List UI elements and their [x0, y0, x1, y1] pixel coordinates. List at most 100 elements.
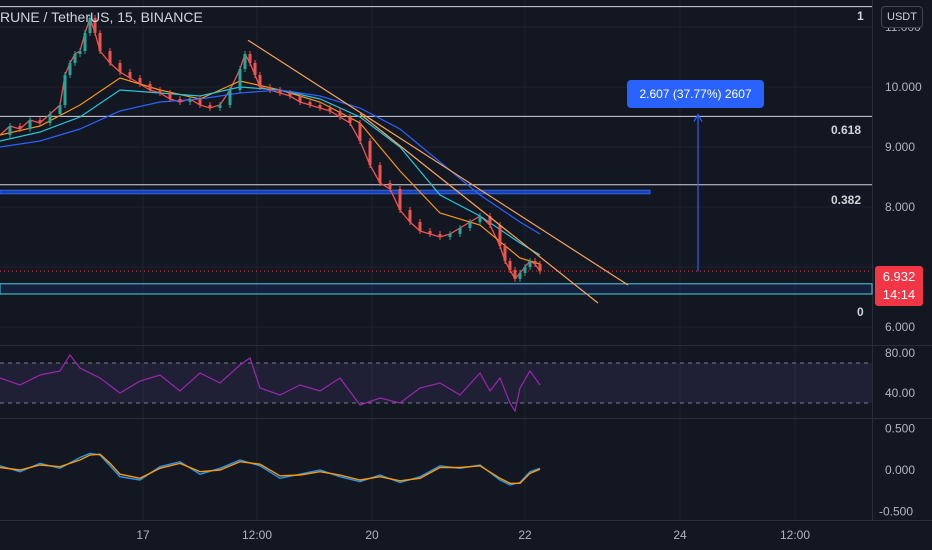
- candle-body-17: [128, 72, 132, 78]
- fib-level-0382-label: 0.382: [831, 193, 862, 207]
- measure-label[interactable]: 2.607 (37.77%) 2607: [627, 80, 764, 108]
- fib-level-0618-label: 0.618: [831, 123, 862, 137]
- candle-body-14: [98, 33, 102, 51]
- candle-body-25: [208, 105, 212, 108]
- candle-body-53: [468, 222, 472, 228]
- candle-body-10: [78, 51, 82, 54]
- candle-body-64: [538, 264, 542, 272]
- symbol-title[interactable]: RUNE / TetherUS, 15, BINANCE: [0, 9, 203, 25]
- candle-body-42: [358, 123, 362, 141]
- candle-body-19: [148, 84, 152, 90]
- fib-level-0-label: 0: [857, 305, 864, 319]
- resistance-zone[interactable]: [0, 189, 651, 195]
- measure-arrowhead: [693, 113, 703, 122]
- annotations[interactable]: [247, 39, 703, 304]
- osc-axis-tick-0: 0.500: [885, 421, 915, 435]
- candle-body-7: [63, 75, 67, 105]
- candle-body-5: [48, 114, 52, 123]
- candle-body-11: [83, 33, 87, 51]
- candle-body-55: [488, 216, 492, 225]
- price-panel[interactable]: [0, 15, 542, 282]
- candle-body-56: [498, 225, 502, 246]
- candle-body-51: [448, 234, 452, 237]
- time-axis-tick-4: 24: [673, 528, 687, 542]
- zones: [0, 6, 873, 295]
- candle-body-45: [388, 183, 392, 189]
- candle-body-18: [138, 78, 142, 84]
- candle-body-24: [198, 99, 202, 105]
- price-axis-tick-2: 9.000: [885, 140, 915, 154]
- candle-body-48: [418, 222, 422, 231]
- price-axis-tick-5: 6.000: [885, 320, 915, 334]
- candle-body-34: [278, 90, 282, 93]
- candle-body-32: [258, 75, 262, 87]
- candle-body-39: [328, 108, 332, 111]
- candle-body-41: [348, 117, 352, 123]
- candle-body-4: [38, 120, 42, 123]
- candle-body-35: [288, 93, 292, 96]
- candle-body-57: [503, 246, 507, 261]
- currency-button[interactable]: USDT: [881, 6, 923, 28]
- candle-body-49: [428, 231, 432, 234]
- candle-body-22: [178, 99, 182, 102]
- candle-body-8: [68, 63, 72, 75]
- candle-body-28: [238, 69, 242, 90]
- candle-body-20: [158, 90, 162, 93]
- candle-body-50: [438, 234, 442, 237]
- candle-body-44: [378, 165, 382, 183]
- candle-body-47: [408, 210, 412, 222]
- trendline-0[interactable]: [247, 39, 629, 286]
- rsi-panel[interactable]: [0, 353, 872, 413]
- candle-body-59: [513, 270, 517, 279]
- candle-body-62: [528, 261, 532, 267]
- fib-level-1-label: 1: [857, 9, 864, 23]
- candle-body-15: [108, 51, 112, 63]
- candle-body-1: [8, 126, 12, 135]
- time-axis-tick-2: 20: [365, 528, 379, 542]
- price-axis-tick-3: 8.000: [885, 200, 915, 214]
- candle-body-16: [118, 63, 122, 72]
- candle-body-9: [73, 54, 77, 63]
- rsi-axis-tick-1: 40.00: [885, 386, 915, 400]
- candle-body-23: [188, 99, 192, 102]
- time-axis-tick-5: 12:00: [780, 528, 810, 542]
- osc-axis-tick-1: 0.000: [885, 463, 915, 477]
- candle-body-37: [308, 102, 312, 105]
- candle-body-12: [88, 18, 92, 33]
- last-price-badge: 6.932 14:14: [875, 266, 923, 306]
- candle-body-13: [93, 18, 97, 33]
- rsi-band-fill: [0, 363, 872, 403]
- countdown-timer: 14:14: [882, 287, 916, 302]
- candle-body-38: [318, 105, 322, 108]
- candle-body-36: [298, 96, 302, 102]
- candle-body-33: [268, 87, 272, 90]
- oscillator-line-1[interactable]: [0, 453, 541, 484]
- candle-body-60: [518, 273, 522, 279]
- time-axis-tick-1: 12:00: [242, 528, 272, 542]
- candle-body-2: [18, 126, 22, 129]
- time-axis-tick-3: 22: [518, 528, 532, 542]
- candle-body-43: [368, 141, 372, 165]
- support-zone[interactable]: [0, 283, 873, 295]
- candle-body-29: [243, 54, 247, 69]
- candle-body-52: [458, 228, 462, 234]
- price-axis-tick-1: 10.000: [885, 80, 922, 94]
- candle-body-26: [218, 105, 222, 108]
- candle-body-27: [228, 90, 232, 105]
- candle-body-31: [253, 63, 257, 75]
- candle-body-54: [478, 216, 482, 222]
- oscillator-panel[interactable]: [0, 452, 541, 486]
- candle-body-40: [338, 111, 342, 117]
- candle-body-6: [58, 105, 62, 114]
- candle-body-63: [533, 261, 537, 264]
- candle-body-61: [523, 267, 527, 273]
- last-price-value: 6.932: [882, 269, 916, 284]
- trendline-1[interactable]: [359, 113, 599, 304]
- candle-body-3: [28, 120, 32, 129]
- candle-body-46: [398, 189, 402, 210]
- time-axis-tick-0: 17: [136, 528, 150, 542]
- rsi-line[interactable]: [0, 353, 541, 413]
- candle-body-30: [248, 54, 252, 63]
- osc-axis-tick-2: -0.500: [879, 505, 913, 519]
